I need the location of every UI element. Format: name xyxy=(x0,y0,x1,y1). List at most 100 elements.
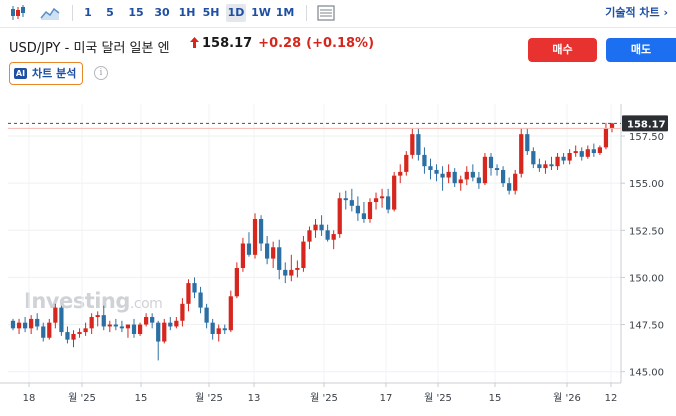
candle-body xyxy=(579,151,584,157)
candle-body xyxy=(228,296,233,331)
candle-body xyxy=(283,269,288,276)
x-tick-label: 월 '25 xyxy=(68,392,96,404)
candle-body xyxy=(313,224,318,231)
candle-body xyxy=(482,156,488,184)
candle-body xyxy=(240,243,246,269)
candle-body xyxy=(488,156,494,169)
timeframe-5h[interactable]: 5H xyxy=(202,6,220,19)
candle-body xyxy=(361,213,367,219)
candle-body xyxy=(609,123,615,129)
candle-body xyxy=(307,230,312,242)
candle-body xyxy=(331,234,336,240)
candle-body xyxy=(452,171,457,184)
candlestick-icon[interactable] xyxy=(8,4,28,22)
candle-body xyxy=(77,332,82,334)
sell-button[interactable]: 매도 xyxy=(606,38,676,62)
candle-body xyxy=(131,324,137,334)
candle-body xyxy=(35,318,40,327)
candle-body xyxy=(410,134,415,155)
buy-button[interactable]: 매수 xyxy=(528,38,597,62)
candle-body xyxy=(567,153,572,161)
candle-body xyxy=(573,151,578,154)
candle-body xyxy=(549,164,554,167)
candle-body xyxy=(301,241,306,269)
x-tick-label: 17 xyxy=(380,393,393,404)
candle-body xyxy=(367,202,373,219)
candle-body xyxy=(89,317,94,329)
candle-body xyxy=(271,247,276,259)
y-tick-label: 157.50 xyxy=(629,132,664,143)
price-change-percent: (+0.18%) xyxy=(306,36,375,51)
watermark-suffix: .com xyxy=(129,296,163,312)
price-change: +0.28 xyxy=(258,36,302,51)
candle-body xyxy=(47,322,52,338)
ai-badge: AI xyxy=(14,68,27,79)
candle-body xyxy=(319,224,324,231)
candle-body xyxy=(119,326,125,329)
timeframe-1h[interactable]: 1H xyxy=(178,6,196,19)
instrument-name: USD/JPY - 미국 달러 일본 엔 xyxy=(9,41,170,56)
info-icon[interactable]: i xyxy=(94,66,108,80)
timeframe-30[interactable]: 30 xyxy=(154,6,170,19)
price-block: 158.17 +0.28 (+0.18%) xyxy=(190,36,374,51)
chart-type-icon[interactable] xyxy=(316,4,336,22)
y-tick-label: 152.50 xyxy=(629,226,664,237)
candle-body xyxy=(192,283,197,293)
candle-body xyxy=(464,171,469,180)
candle-body xyxy=(428,166,433,170)
candle-body xyxy=(343,198,348,201)
timeframe-15[interactable]: 15 xyxy=(128,6,144,19)
candle-body xyxy=(476,177,482,184)
candle-body xyxy=(168,322,173,327)
candle-body xyxy=(16,322,22,329)
candle-body xyxy=(289,269,294,276)
candle-body xyxy=(65,332,70,340)
candle-body xyxy=(258,218,264,244)
candle-body xyxy=(494,168,500,170)
timeframe-5[interactable]: 5 xyxy=(106,6,114,19)
candle-body xyxy=(446,171,451,178)
candle-body xyxy=(53,307,58,323)
timeframe-1[interactable]: 1 xyxy=(84,6,92,19)
timeframe-1m[interactable]: 1M xyxy=(275,6,295,19)
candle-body xyxy=(519,134,524,174)
last-price: 158.17 xyxy=(202,36,253,51)
candle-body xyxy=(537,164,542,169)
area-chart-icon[interactable] xyxy=(40,4,60,22)
candle-body xyxy=(210,322,215,334)
candle-body xyxy=(143,317,149,325)
candle-body xyxy=(458,179,463,184)
candle-body xyxy=(156,322,161,342)
candle-body xyxy=(597,147,603,154)
candle-body xyxy=(41,326,46,338)
y-tick-label: 147.50 xyxy=(629,321,664,332)
x-tick-label: 월 '25 xyxy=(424,392,452,404)
candle-body xyxy=(234,268,239,297)
candle-body xyxy=(470,171,475,178)
ai-chart-analysis-button[interactable]: AI 차트 분석 xyxy=(9,62,84,85)
candle-body xyxy=(440,173,445,178)
up-arrow-icon xyxy=(190,37,199,48)
technical-chart-link[interactable]: 기술적 차트 › xyxy=(605,6,668,19)
candle-body xyxy=(29,318,34,329)
candle-body xyxy=(373,198,379,203)
candle-body xyxy=(349,200,354,206)
candle-body xyxy=(162,322,167,342)
toolbar-divider xyxy=(306,5,307,21)
candle-body xyxy=(434,169,439,174)
candle-body xyxy=(246,243,252,255)
candle-body xyxy=(113,324,118,327)
candle-body xyxy=(500,169,506,184)
candle-body xyxy=(71,333,76,340)
x-tick-label: 월 '25 xyxy=(310,392,338,404)
candle-body xyxy=(137,324,143,334)
x-tick-label: 15 xyxy=(489,393,502,404)
candle-body xyxy=(59,307,64,333)
candle-body xyxy=(216,328,221,334)
timeframe-1w[interactable]: 1W xyxy=(251,6,271,19)
candle-body xyxy=(591,149,596,154)
x-tick-label: 15 xyxy=(135,393,148,404)
timeframe-1d[interactable]: 1D xyxy=(226,4,246,22)
candle-body xyxy=(561,156,566,161)
